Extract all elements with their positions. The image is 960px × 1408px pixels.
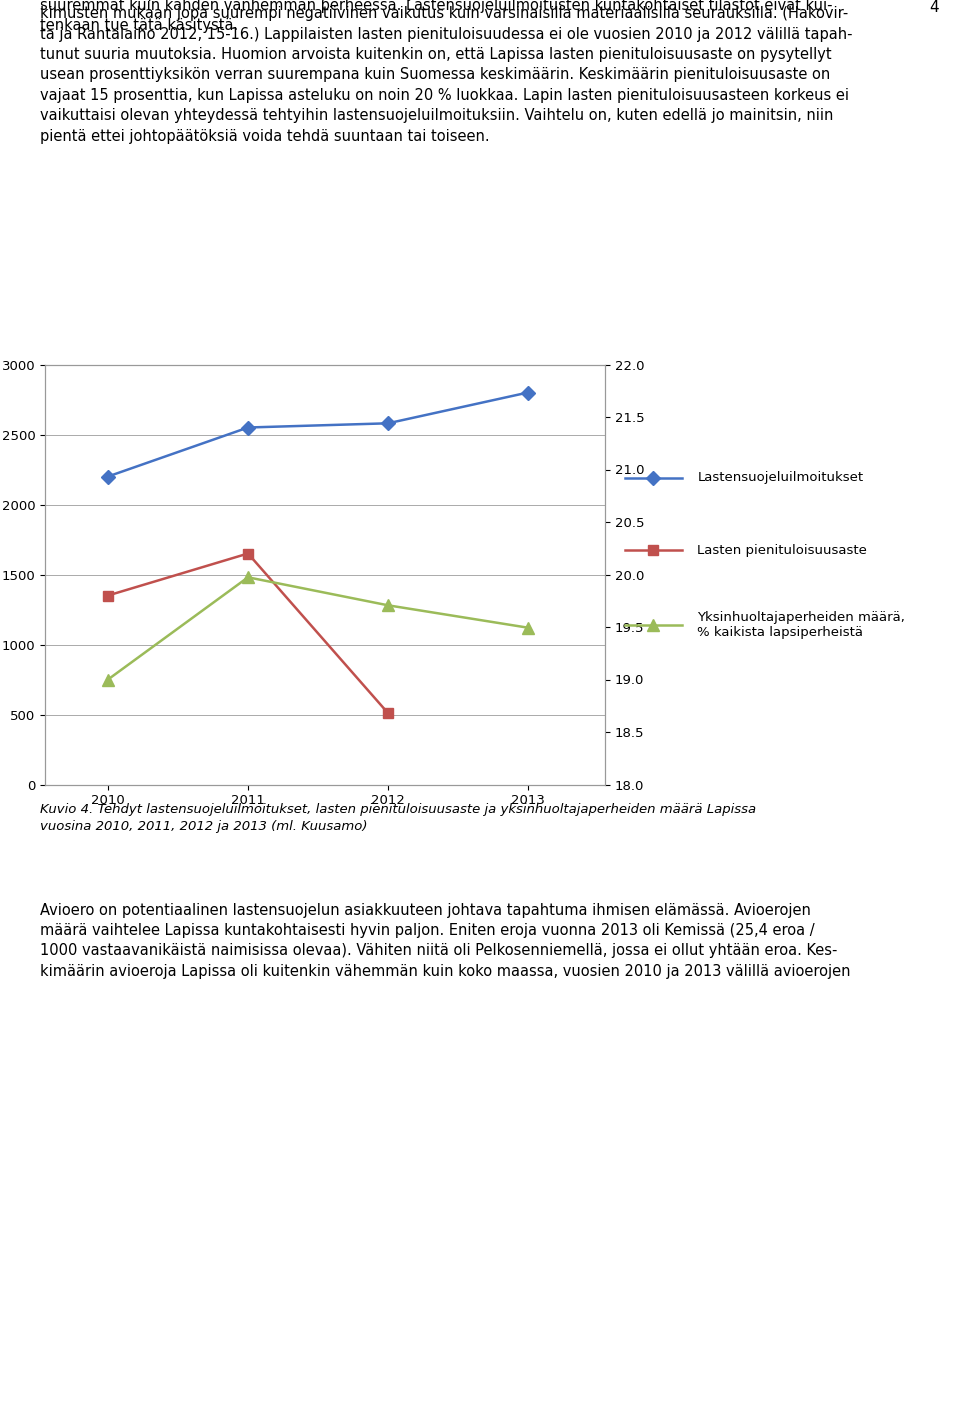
Text: Avioero on potentiaalinen lastensuojelun asiakkuuteen johtava tapahtuma ihmisen : Avioero on potentiaalinen lastensuojelun… [40,903,851,979]
Lastensuojeluilmoitukset [242,420,253,436]
Lastensuojeluilmoitukset [522,384,534,401]
Text: Lasten pienituloisuusaste: Lasten pienituloisuusaste [698,543,867,556]
Yksinhuoltajaperheiden määrä,
% kaikista lapsiperheistä [102,672,114,689]
Text: Julkisuudessa käydään paljon keskustelua yksinhuoltajaperheiden toimeentuloon li: Julkisuudessa käydään paljon keskustelua… [40,0,854,34]
Lastensuojeluilmoitukset [102,467,114,484]
Yksinhuoltajaperheiden määrä,
% kaikista lapsiperheistä [522,620,534,636]
Line: Yksinhuoltajaperheiden määrä,
% kaikista lapsiperheistä: Yksinhuoltajaperheiden määrä, % kaikista… [103,572,534,686]
Yksinhuoltajaperheiden määrä,
% kaikista lapsiperheistä [382,597,394,614]
Text: 4: 4 [929,0,939,14]
Text: Kuvio 4. Tehdyt lastensuojeluilmoitukset, lasten pienituloisuusaste ja yksinhuol: Kuvio 4. Tehdyt lastensuojeluilmoitukset… [40,803,756,834]
Lasten pienituloisuusaste [102,587,114,604]
Line: Lasten pienituloisuusaste: Lasten pienituloisuusaste [103,549,393,718]
Lasten pienituloisuusaste [382,704,394,721]
Lastensuojeluilmoitukset [382,415,394,432]
Text: Lasten pienituloisuudella on tutkimusten mukaan välillisesti vaikutusta eniten l: Lasten pienituloisuudella on tutkimusten… [40,0,852,144]
Yksinhuoltajaperheiden määrä,
% kaikista lapsiperheistä [242,569,253,586]
Text: Lastensuojeluilmoitukset: Lastensuojeluilmoitukset [698,472,864,484]
Lasten pienituloisuusaste [242,545,253,562]
Line: Lastensuojeluilmoitukset: Lastensuojeluilmoitukset [103,387,533,482]
Text: Yksinhuoltajaperheiden määrä,
% kaikista lapsiperheistä: Yksinhuoltajaperheiden määrä, % kaikista… [698,611,905,639]
